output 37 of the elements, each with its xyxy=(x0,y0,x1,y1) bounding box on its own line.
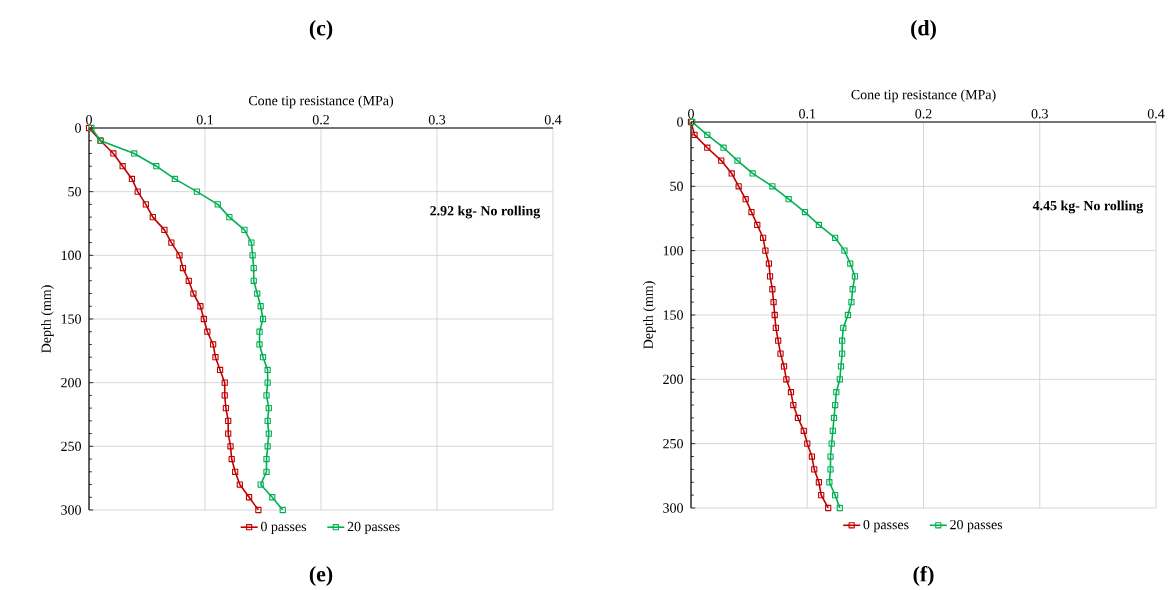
chart-title: (d) xyxy=(911,20,936,40)
legend-label: 20 passes xyxy=(347,521,400,535)
x-tick-label: 0.2 xyxy=(312,114,329,125)
annotation: 2.92 kg- No rolling xyxy=(430,205,541,219)
y-axis-title: Depth (mm) xyxy=(643,281,656,349)
y-tick-label: 300 xyxy=(61,505,81,515)
y-tick-label: 100 xyxy=(61,250,81,261)
x-tick-label: 0.3 xyxy=(428,114,446,125)
y-tick-label: 200 xyxy=(61,377,81,388)
y-tick-label: 150 xyxy=(663,310,683,320)
text: (e) xyxy=(309,566,333,586)
y-tick-label: 300 xyxy=(663,503,683,513)
y-tick-label: 200 xyxy=(663,374,683,385)
y-axis-title: Depth (mm) xyxy=(41,285,54,353)
x-tick-label: 0 xyxy=(86,115,92,125)
chart-title: (c) xyxy=(309,20,333,40)
y-tick-label: 50 xyxy=(670,181,683,192)
y-tick-label: 0 xyxy=(75,123,81,133)
y-tick-label: 100 xyxy=(663,245,683,256)
annotation: 4.45 kg- No rolling xyxy=(1032,200,1144,214)
x-tick-label: 0.3 xyxy=(1031,108,1048,119)
x-tick-label: 0.4 xyxy=(1147,108,1165,119)
x-tick-label: 0 xyxy=(688,109,694,119)
x-tick-label: 0.1 xyxy=(799,108,816,119)
x-tick-label: 0.1 xyxy=(196,114,213,125)
x-axis-title: Cone tip resistance (MPa) xyxy=(248,95,394,109)
legend-label: 20 passes xyxy=(950,519,1003,533)
x-axis-title: Cone tip resistance (MPa) xyxy=(851,89,996,103)
x-tick-label: 0.4 xyxy=(544,114,562,125)
y-tick-label: 150 xyxy=(61,314,81,324)
legend-label: 0 passes xyxy=(863,519,909,533)
y-tick-label: 250 xyxy=(61,441,81,452)
text: (f) xyxy=(913,565,934,587)
y-tick-label: 250 xyxy=(663,438,683,449)
x-tick-label: 0.2 xyxy=(915,108,932,119)
legend-label: 0 passes xyxy=(260,521,307,535)
y-tick-label: 50 xyxy=(68,186,81,197)
